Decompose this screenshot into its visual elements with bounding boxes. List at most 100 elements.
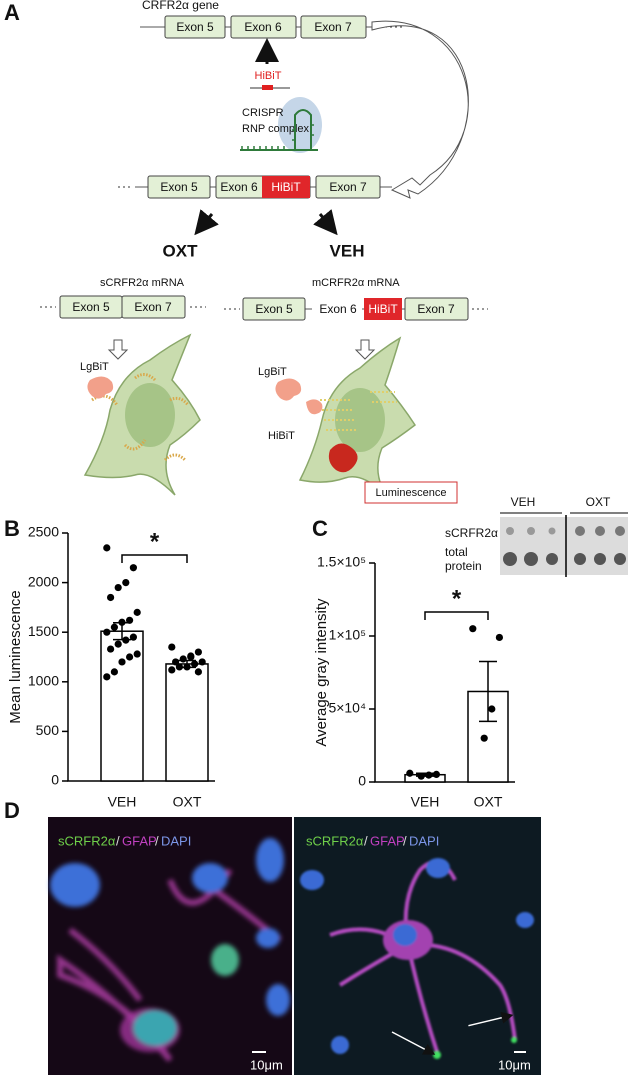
- mrna-title: mCRFR2α mRNA: [312, 277, 400, 289]
- error-bar: [479, 660, 497, 723]
- exon: [404, 297, 469, 321]
- data-point: [175, 663, 183, 671]
- data-point: [110, 668, 118, 676]
- data-point: [425, 771, 433, 779]
- data-point: [126, 653, 134, 661]
- data-point: [187, 653, 195, 661]
- mrna-row: sCRFR2α mRNA Exon 5 Exon 7 mCRFR2α mRNA …: [40, 277, 488, 360]
- luminescence-box: [364, 481, 458, 504]
- exon-label: Exon 6: [319, 302, 357, 316]
- blot-column: OXT: [586, 495, 611, 509]
- y-tick-label: 2000: [28, 573, 59, 589]
- exon: [315, 175, 381, 199]
- blot-membrane: [500, 517, 628, 575]
- hibit-label: HiBiT: [271, 180, 301, 194]
- edited-row: Exon 5 Exon 6 HiBiT Exon 7 OXT VEH: [118, 175, 392, 260]
- y-tick-label: 0: [358, 773, 366, 789]
- lgbit-label: LgBiT: [258, 366, 287, 378]
- data-point: [194, 668, 202, 676]
- data-point: [114, 640, 122, 648]
- branch-label: VEH: [330, 241, 365, 260]
- stain-label: sCRFR2α: [58, 833, 116, 848]
- significance-bracket: [121, 554, 188, 563]
- data-point: [168, 666, 176, 674]
- panel-label: B: [4, 516, 20, 541]
- exon-label: Exon 6: [220, 180, 258, 194]
- gene-row: CRFR2α gene Exon 5 Exon 6 Exon 7 HiBiT C…: [140, 0, 469, 199]
- crispr-label: CRISPR: [242, 107, 284, 119]
- right-cell: LgBiT HiBiT Luminescence: [258, 336, 458, 504]
- exon: [242, 297, 306, 321]
- probe-tag: [262, 85, 273, 90]
- y-tick-label: 1.5×10⁵: [317, 554, 366, 570]
- hibit-tag: [364, 298, 402, 320]
- stain-label: DAPI: [161, 833, 191, 848]
- mrna-title: sCRFR2α mRNA: [100, 277, 185, 289]
- scale-label: 10μm: [250, 1057, 283, 1072]
- nucleus: [335, 388, 385, 452]
- y-axis-label: Mean luminescence: [7, 590, 24, 723]
- x-tick-label: OXT: [474, 794, 503, 810]
- data-point: [406, 769, 414, 777]
- stain-label: /: [155, 833, 159, 848]
- data-point: [488, 705, 496, 713]
- blot-row: total: [445, 545, 468, 559]
- pointer-arrow: [391, 1031, 436, 1055]
- exon-label: Exon 5: [160, 180, 198, 194]
- micrograph: sCRFR2α / GFAP / DAPI 10μm: [294, 817, 541, 1075]
- y-tick-label: 0: [51, 772, 59, 788]
- data-point: [122, 636, 130, 644]
- guide-rna: [240, 109, 318, 151]
- exon-label: Exon 5: [72, 300, 110, 314]
- panel-label: A: [4, 0, 20, 25]
- data-point: [172, 658, 180, 666]
- data-point: [118, 618, 126, 626]
- exon-label: Exon 5: [255, 302, 293, 316]
- blot-dots: [506, 526, 625, 536]
- stain-label: GFAP: [122, 833, 157, 848]
- data-point: [103, 544, 111, 552]
- blot-dots: [503, 552, 626, 566]
- exon: [164, 15, 226, 39]
- stain-label: /: [403, 833, 407, 848]
- curved-arrow: [371, 20, 469, 199]
- data-point: [417, 772, 425, 780]
- exon: [121, 295, 186, 319]
- significance-bracket: [424, 611, 489, 620]
- y-tick-label: 1000: [28, 673, 59, 689]
- data-point: [168, 643, 176, 651]
- exon-label: Exon 5: [176, 20, 214, 34]
- data-point: [198, 658, 206, 666]
- data-point: [114, 583, 122, 592]
- hibit-tag: [262, 176, 310, 198]
- significance: *: [150, 528, 160, 555]
- exon-label: Exon 7: [314, 20, 352, 34]
- data-point: [133, 608, 141, 616]
- stain-label: /: [116, 833, 120, 848]
- micrograph: sCRFR2α / GFAP / DAPI 10μm: [48, 817, 292, 1075]
- data-point: [133, 650, 141, 658]
- stain-label: DAPI: [409, 833, 439, 848]
- guide-teeth: [241, 124, 314, 150]
- data-point: [129, 633, 137, 641]
- stain-label: /: [364, 833, 368, 848]
- hibit-probe: HiBiT: [255, 70, 282, 82]
- data-point: [194, 648, 202, 656]
- image-content: [50, 838, 290, 1062]
- data-point: [183, 663, 191, 671]
- y-tick-label: 1500: [28, 623, 59, 639]
- scale-label: 10μm: [498, 1057, 531, 1072]
- x-tick-label: OXT: [173, 794, 202, 810]
- luminescence-label: Luminescence: [376, 487, 447, 499]
- blot-row: protein: [445, 559, 482, 573]
- blot-row: sCRFR2α: [445, 526, 498, 540]
- dot-blot: VEH OXT sCRFR2α total protein: [445, 495, 628, 577]
- crispr-label: RNP complex: [242, 123, 310, 135]
- bar: [467, 690, 509, 783]
- exon-label: Exon 7: [329, 180, 367, 194]
- x-tick-label: VEH: [108, 794, 137, 810]
- exon-label: Exon 6: [244, 20, 282, 34]
